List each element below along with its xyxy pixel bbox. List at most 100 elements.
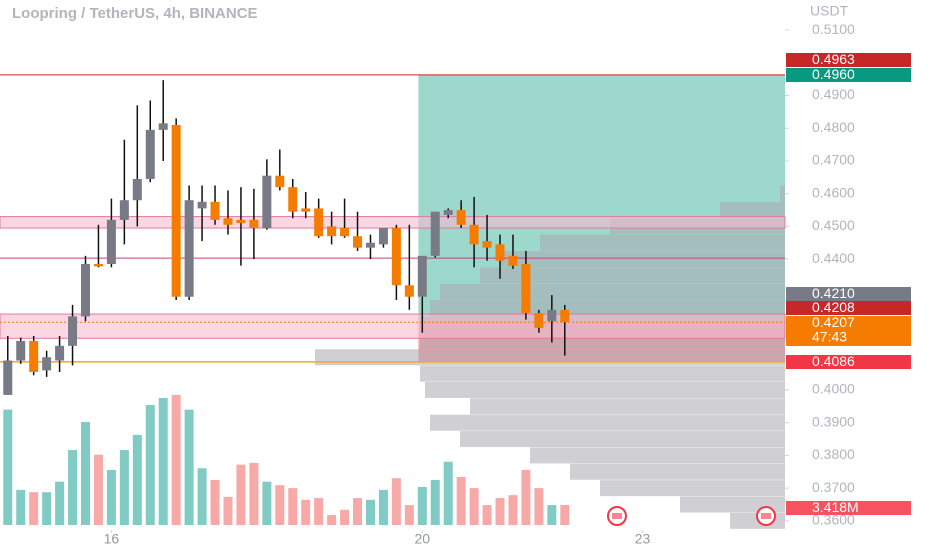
y-tick-label: 0.4700 <box>812 152 855 168</box>
volume-profile-bar <box>530 447 785 464</box>
volume-bar <box>16 489 26 525</box>
y-tick-label: 0.3800 <box>812 446 855 462</box>
candle-body <box>560 309 570 323</box>
volume-bar <box>171 395 181 525</box>
volume-bar <box>119 450 129 525</box>
candle-body <box>158 123 168 130</box>
volume-bar <box>106 469 116 525</box>
volume-label: 3.418M <box>812 499 859 515</box>
volume-bar <box>430 479 440 525</box>
candle-body <box>119 200 129 220</box>
price-label-box <box>786 301 911 315</box>
candle-body <box>42 357 52 371</box>
candle-body <box>430 211 440 256</box>
candle-body <box>55 345 65 361</box>
volume-profile-bar <box>460 431 785 448</box>
candle-body <box>184 200 194 297</box>
volume-bar <box>314 498 324 525</box>
volume-bar <box>378 489 388 525</box>
candle-body <box>443 210 453 215</box>
candle-body <box>236 219 246 224</box>
volume-profile-bar <box>440 283 785 300</box>
event-icon-flag <box>761 513 771 519</box>
volume-bar <box>158 397 168 525</box>
price-label-box <box>786 68 911 82</box>
volume-bar <box>508 495 518 525</box>
volume-profile-bar <box>780 185 785 202</box>
candle-body <box>145 129 155 179</box>
volume-bar <box>469 488 479 525</box>
chart-title: Loopring / TetherUS, 4h, BINANCE <box>12 5 258 22</box>
price-label: 0.4208 <box>812 299 855 315</box>
volume-bar <box>456 476 466 525</box>
volume-bar <box>443 461 453 525</box>
volume-profile-bar <box>540 234 785 251</box>
volume-profile-bar <box>470 398 785 415</box>
event-icon-flag <box>612 513 622 519</box>
volume-bar <box>55 481 65 525</box>
volume-bar <box>482 505 492 525</box>
candle-body <box>197 201 207 209</box>
y-tick-label: 0.4500 <box>812 217 855 233</box>
candle-body <box>132 178 142 201</box>
candle-body <box>417 255 427 297</box>
x-tick-label: 16 <box>104 531 120 547</box>
volume-profile-bar <box>425 381 785 398</box>
candle-body <box>80 264 90 317</box>
volume-bar <box>560 504 570 525</box>
candle-body <box>275 175 285 188</box>
price-label-box <box>786 287 911 301</box>
candle-body <box>456 210 466 225</box>
volume-bar <box>262 481 272 525</box>
volume-bar <box>404 505 414 525</box>
countdown: 47:43 <box>812 329 847 345</box>
price-label: 0.4960 <box>812 66 855 82</box>
volume-profile-bar <box>600 480 785 497</box>
price-label: 0.4207 <box>812 314 855 330</box>
price-label: 0.4963 <box>812 51 855 67</box>
volume-bar <box>547 505 557 525</box>
candle-body <box>16 340 26 361</box>
axis-unit: USDT <box>810 3 849 19</box>
candle-body <box>547 309 557 322</box>
volume-profile-bar <box>420 365 785 382</box>
volume-bar <box>495 498 505 525</box>
volume-profile-bar <box>570 463 785 480</box>
volume-bar <box>3 409 13 525</box>
price-label-box <box>786 316 911 346</box>
y-tick-label: 0.4400 <box>812 250 855 266</box>
y-tick-label: 0.4900 <box>812 86 855 102</box>
candle-body <box>495 244 505 261</box>
candle-body <box>249 219 259 229</box>
price-label: 0.4210 <box>812 285 855 301</box>
volume-bar <box>145 404 155 525</box>
volume-bar <box>391 478 401 525</box>
candle-body <box>482 241 492 248</box>
candle-body <box>365 242 375 248</box>
x-tick-label: 23 <box>635 531 651 547</box>
y-tick-label: 0.4600 <box>812 184 855 200</box>
y-tick-label: 0.5100 <box>812 21 855 37</box>
volume-label-box <box>786 501 911 515</box>
candle-body <box>353 236 363 248</box>
candle-body <box>521 264 531 314</box>
volume-profile-bar <box>680 496 785 513</box>
volume-bar <box>210 479 220 525</box>
y-tick-label: 0.3700 <box>812 479 855 495</box>
volume-profile-bar <box>315 349 785 366</box>
candle-body <box>288 187 298 212</box>
y-tick-label: 0.3900 <box>812 413 855 429</box>
volume-profile-bar <box>430 300 785 317</box>
candle-body <box>262 175 272 229</box>
candle-body <box>404 285 414 297</box>
volume-bar <box>417 486 427 525</box>
candle-body <box>223 218 233 225</box>
candle-body <box>171 124 181 297</box>
candle-body <box>68 316 78 346</box>
candle-body <box>391 228 401 286</box>
y-tick-label: 0.4800 <box>812 119 855 135</box>
volume-profile-bar <box>720 202 785 219</box>
candle-body <box>29 340 39 372</box>
candle-body <box>327 226 337 237</box>
